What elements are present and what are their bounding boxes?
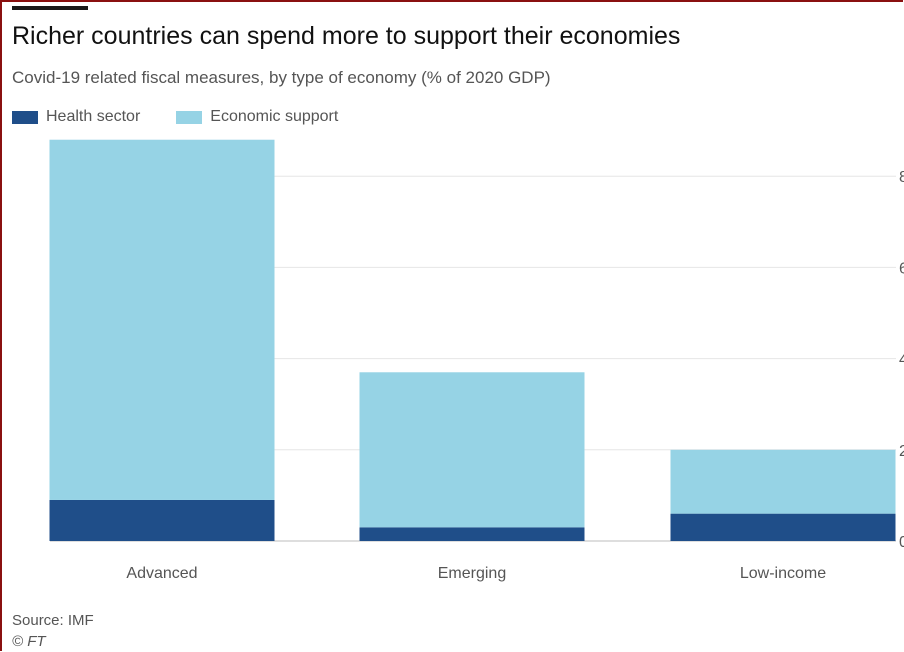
legend-label-health: Health sector — [46, 108, 141, 125]
y-tick-label-4: 4 — [899, 352, 904, 369]
source-note: Source: IMF — [12, 612, 94, 629]
x-tick-label-emerging: Emerging — [438, 565, 506, 582]
y-tick-label-8: 8 — [899, 169, 904, 186]
bar-advanced-health — [49, 499, 275, 541]
x-tick-label-advanced: Advanced — [126, 565, 197, 582]
x-tick-label-low-income: Low-income — [740, 565, 826, 582]
bar-low-income-economic — [670, 449, 896, 514]
bar-advanced-economic — [49, 139, 275, 500]
legend: Health sector Economic support — [12, 108, 338, 126]
legend-swatch-economic — [176, 110, 203, 124]
y-tick-label-6: 6 — [899, 260, 904, 277]
legend-label-economic: Economic support — [210, 108, 339, 125]
legend-item-economic: Economic support — [176, 108, 338, 126]
bar-emerging-health — [359, 527, 585, 541]
chart-title: Richer countries can spend more to suppo… — [12, 22, 681, 50]
legend-swatch-health — [12, 110, 38, 124]
y-tick-label-0: 0 — [899, 534, 904, 551]
bar-low-income-health — [670, 513, 896, 541]
legend-item-health: Health sector — [12, 108, 140, 126]
y-tick-label-2: 2 — [899, 443, 904, 460]
top-rule — [12, 6, 88, 10]
chart-subtitle: Covid-19 related fiscal measures, by typ… — [12, 68, 551, 87]
bar-emerging-economic — [359, 372, 585, 528]
credit-note: © FT — [12, 633, 46, 650]
